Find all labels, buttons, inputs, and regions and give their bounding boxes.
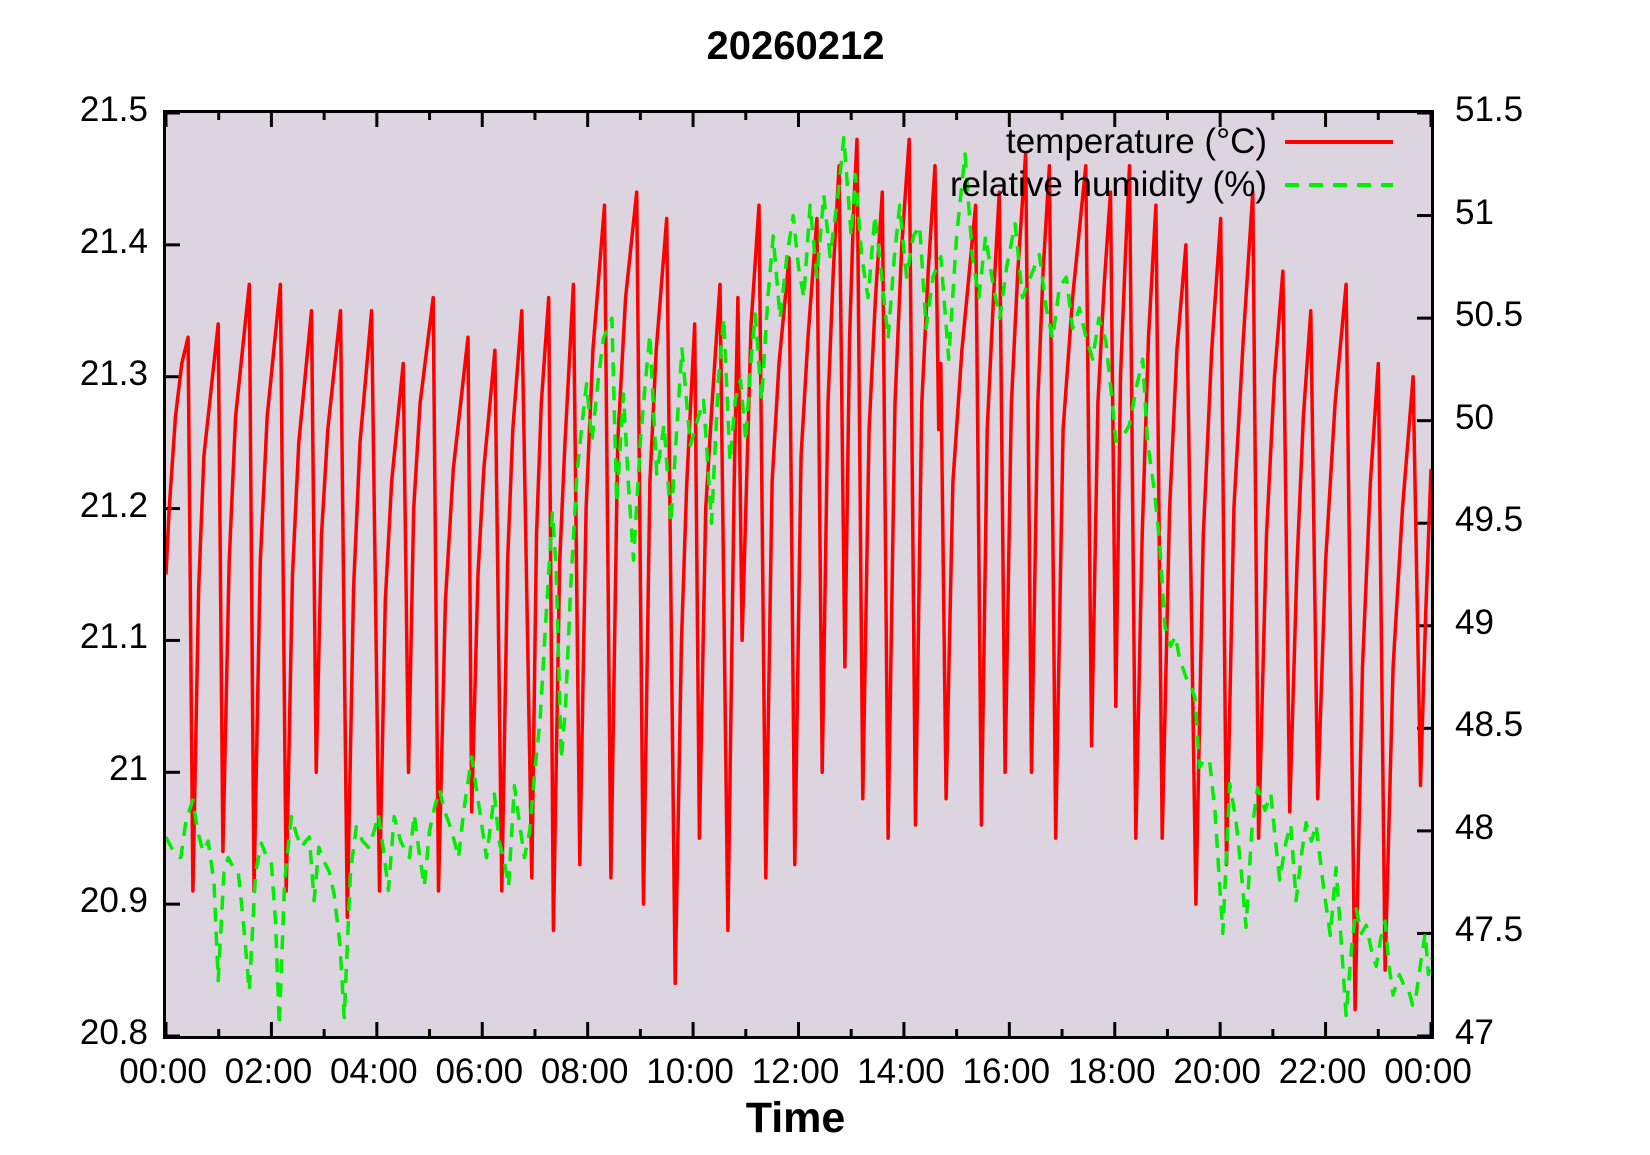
y-left-tick-label: 21.3 (79, 353, 148, 393)
x-tick-label: 14:00 (857, 1052, 945, 1091)
y-left-tick-label: 20.8 (79, 1013, 148, 1052)
y-right-tick-label: 51.5 (1455, 90, 1524, 129)
x-tick-label: 10:00 (646, 1052, 734, 1091)
y-right-tick-label: 48 (1455, 807, 1494, 847)
y-left-tick-label: 21 (109, 749, 148, 789)
plot-svg (166, 113, 1431, 1036)
y-left-tick-label: 21.2 (79, 485, 148, 525)
x-tick-label: 22:00 (1278, 1052, 1367, 1091)
x-tick-label: 12:00 (751, 1052, 840, 1091)
y-left-tick-label: 20.9 (79, 881, 148, 921)
x-tick-label: 18:00 (1067, 1052, 1156, 1091)
y-right-tick-label: 50 (1455, 397, 1494, 437)
temperature-line-sample-icon (1285, 139, 1393, 144)
x-tick-label: 20:00 (1173, 1052, 1261, 1091)
y-right-tick-label: 47.5 (1455, 910, 1524, 950)
y-right-tick-label: 49 (1455, 602, 1494, 642)
y-left-tick-label: 21.5 (79, 90, 148, 129)
humidity-series-line (166, 135, 1431, 1028)
x-tick-label: 16:00 (962, 1052, 1051, 1091)
legend-label-temperature: temperature (°C) (1005, 121, 1267, 161)
humidity-dashed-line-sample-icon (1285, 182, 1393, 187)
legend: temperature (°C) relative humidity (%) (950, 121, 1393, 205)
x-tick-label: 08:00 (540, 1052, 629, 1091)
y-left-tick-label: 21.4 (79, 221, 148, 261)
x-axis-title: Time (745, 1094, 846, 1142)
y-left-tick-label: 21.1 (79, 617, 148, 657)
y-right-tick-label: 51 (1455, 192, 1494, 232)
x-tick-label: 04:00 (330, 1052, 418, 1091)
y-right-tick-label: 50.5 (1455, 295, 1524, 335)
chart-title: 20260212 (706, 24, 885, 68)
legend-row-temperature: temperature (°C) (1006, 121, 1393, 162)
x-tick-label: 06:00 (435, 1052, 524, 1091)
x-tick-label: 02:00 (224, 1052, 313, 1091)
legend-label-humidity: relative humidity (%) (949, 164, 1267, 204)
temperature-series-line (166, 137, 1431, 1012)
y-right-tick-label: 49.5 (1455, 500, 1524, 540)
y-right-tick-label: 47 (1455, 1013, 1494, 1052)
x-tick-label: 00:00 (1384, 1052, 1472, 1091)
plot-area: temperature (°C) relative humidity (%) (163, 110, 1434, 1039)
legend-row-humidity: relative humidity (%) (950, 164, 1393, 205)
x-tick-label: 00:00 (119, 1052, 207, 1091)
y-right-tick-label: 48.5 (1455, 705, 1524, 745)
